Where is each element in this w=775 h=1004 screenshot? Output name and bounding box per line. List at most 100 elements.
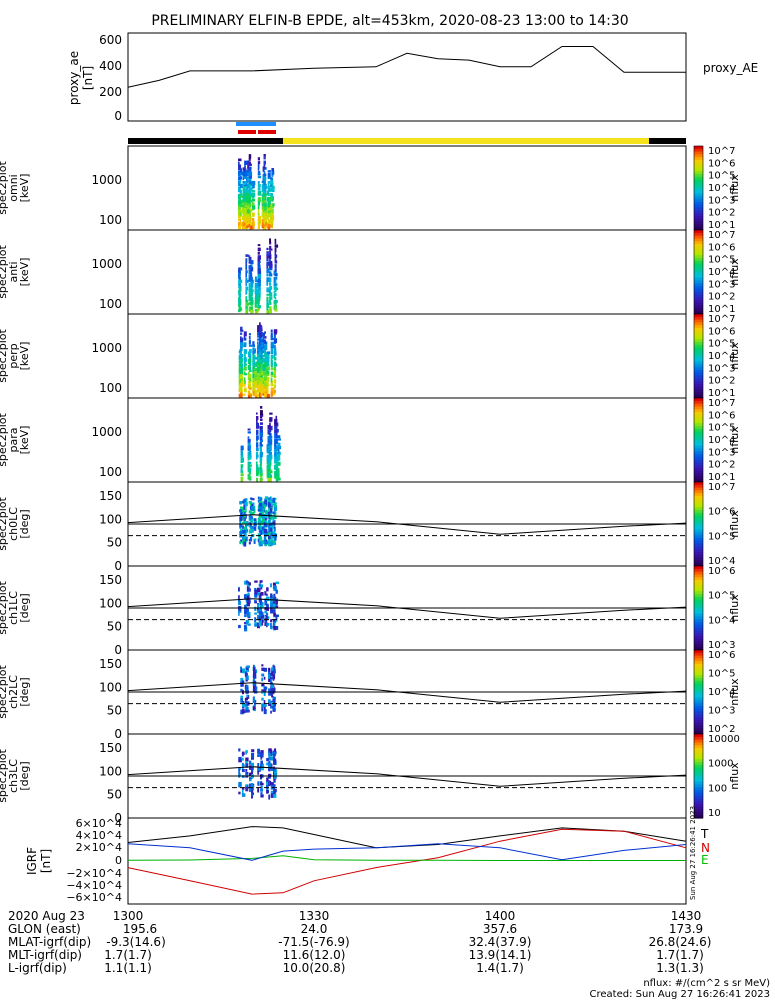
spec-panel-2-flux-cell — [259, 390, 261, 393]
spec-panel-2-colorbar-segment — [694, 350, 703, 354]
spec-panel-0-flux-cell — [239, 183, 243, 189]
spec-panel-0-flux-cell — [239, 171, 243, 176]
spec-panel-3-colorbar-tick: 10^7 — [708, 398, 735, 409]
spec-panel-1-flux-cell — [250, 306, 253, 310]
pa-panel-0-flux-cell — [263, 504, 266, 509]
igrf-blue-line — [127, 843, 687, 861]
spec-panel-1-flux-cell — [257, 299, 260, 304]
spec-panel-2-colorbar-segment — [694, 372, 703, 377]
pa-panel-1-flux-cell — [264, 610, 267, 614]
spec-panel-0-colorbar-tick: 10^5 — [708, 171, 735, 182]
pa-panel-0-colorbar-segment — [694, 498, 703, 503]
pa-panel-0-flux-cell — [257, 533, 261, 537]
spec-panel-0-flux-cell — [238, 205, 242, 211]
pa-panel-0-flux-cell — [248, 501, 252, 504]
pa-panel-3-flux-cell — [245, 751, 247, 755]
pa-panel-1-flux-cell — [257, 609, 259, 613]
pa-panel-0-flux-cell — [272, 520, 276, 525]
pa-panel-0-flux-cell — [273, 541, 277, 545]
pa-panel-2-flux-cell — [246, 701, 250, 706]
spec-panel-2-flux-cell — [260, 338, 264, 341]
pa-panel-2-flux-cell — [272, 696, 276, 700]
spec-panel-1-flux-cell — [257, 247, 261, 252]
spec-panel-0-colorbar-segment — [694, 179, 703, 183]
spec-panel-1-flux-cell — [269, 308, 272, 314]
spec-panel-2-flux-cell — [270, 371, 274, 375]
pa-panel-1-flux-cell — [258, 583, 262, 587]
pa-panel-1-flux-cell — [266, 607, 269, 611]
spec-panel-3-flux-cell — [274, 422, 278, 427]
pa-panel-1-flux-cell — [245, 580, 248, 585]
spec-panel-1-flux-cell — [266, 280, 269, 286]
spec-panel-1-frame — [127, 229, 687, 315]
spec-panel-3-flux-cell — [277, 474, 280, 479]
spec-panel-3-colorbar-segment — [694, 468, 703, 472]
spec-panel-3-flux-cell — [277, 470, 280, 475]
spec-panel-0-colorbar-segment — [694, 210, 703, 214]
pa-panel-0-flux-cell — [273, 527, 276, 532]
pa-panel-2-colorbar-tick: 10^2 — [708, 724, 735, 735]
pa-panel-2-flux-cell — [253, 706, 255, 709]
pa-panel-1-flux-cell — [257, 622, 259, 627]
pa-panel-1-flux-cell — [254, 612, 258, 615]
spec-panel-2-flux-cell — [252, 357, 255, 362]
pa-panel-2-flux-cell — [263, 686, 268, 690]
pa-panel-3-flux-cell — [257, 770, 260, 775]
pa-panel-1-flux-cell — [244, 626, 248, 632]
pa-panel-2-colorbar-segment — [694, 694, 703, 699]
spec-panel-0-flux-cell — [242, 222, 246, 227]
spec-panel-3-flux-cell — [248, 445, 252, 450]
pa-panel-1-flux-cell — [257, 606, 259, 612]
pa-panel-0-flux-cell — [268, 525, 271, 530]
spec-panel-1-flux-cell — [250, 310, 254, 313]
pa-panel-2-flux-cell — [254, 702, 256, 706]
spec-panel-1-flux-cell — [248, 286, 251, 292]
pa-panel-3-colorbar-segment — [694, 753, 703, 757]
spec-panel-2-flux-cell — [259, 369, 262, 374]
spec-panel-1-colorbar-segment — [694, 311, 703, 315]
spec-panel-1-flux-cell — [274, 287, 279, 291]
spec-panel-2-flux-cell — [260, 374, 263, 378]
spec-panel-0-flux-cell — [251, 205, 256, 210]
pa-panel-1-flux-cell — [266, 593, 268, 596]
spec-panel-2-flux-cell — [262, 390, 265, 394]
spec-panel-0-flux-cell — [248, 154, 252, 159]
pa-panel-0-flux-cell — [263, 528, 268, 534]
pa-panel-1-colorbar-segment — [694, 613, 703, 617]
spec-panel-2-flux-cell — [243, 337, 247, 341]
spec-panel-2-flux-cell — [239, 379, 241, 384]
pa-panel-2-ytick: 150 — [99, 657, 122, 671]
spec-panel-3-flux-cell — [256, 444, 259, 448]
spec-panel-2-colorbar-segment — [694, 344, 703, 349]
spec-panel-3-flux-cell — [256, 412, 258, 415]
spec-panel-0-flux-cell — [242, 181, 245, 183]
spec-panel-3-colorbar-segment — [694, 459, 703, 463]
pa-panel-3-flux-cell — [245, 757, 249, 762]
spec-panel-0-flux-cell — [249, 216, 252, 221]
spec-panel-3-flux-cell — [247, 431, 251, 434]
pa-panel-0-ytick: 100 — [99, 512, 122, 526]
pa-panel-2-flux-cell — [253, 664, 255, 669]
pa-panel-3-flux-cell — [251, 767, 254, 773]
spec-panel-2-colorbar-segment — [694, 358, 703, 363]
pa-panel-1-flux-cell — [258, 587, 261, 590]
pa-panel-1-flux-cell — [258, 623, 262, 627]
spec-panel-0-flux-cell — [271, 205, 275, 209]
spec-panel-2-flux-cell — [252, 354, 255, 358]
spec-panel-1-flux-cell — [254, 299, 258, 305]
pa-panel-2-flux-cell — [261, 684, 265, 686]
pa-panel-2-flux-cell — [240, 695, 243, 698]
spec-panel-3-flux-cell — [274, 451, 276, 457]
spec-panel-2-flux-cell — [240, 364, 244, 369]
spec-panel-3-flux-cell — [260, 468, 263, 471]
spec-panel-2-flux-cell — [256, 347, 261, 350]
spec-panel-3-flux-cell — [260, 451, 264, 456]
pa-panel-1-ylabel-line: [deg] — [18, 593, 31, 622]
pa-panel-1-flux-cell — [275, 626, 279, 630]
spec-panel-1-flux-cell — [254, 282, 259, 288]
pa-panel-2-flux-cell — [240, 666, 242, 670]
pa-panel-2-flux-cell — [245, 706, 249, 711]
spec-panel-3-flux-cell — [248, 464, 252, 467]
spec-panel-2-flux-cell — [240, 332, 243, 335]
spec-panel-3-flux-cell — [267, 448, 271, 452]
